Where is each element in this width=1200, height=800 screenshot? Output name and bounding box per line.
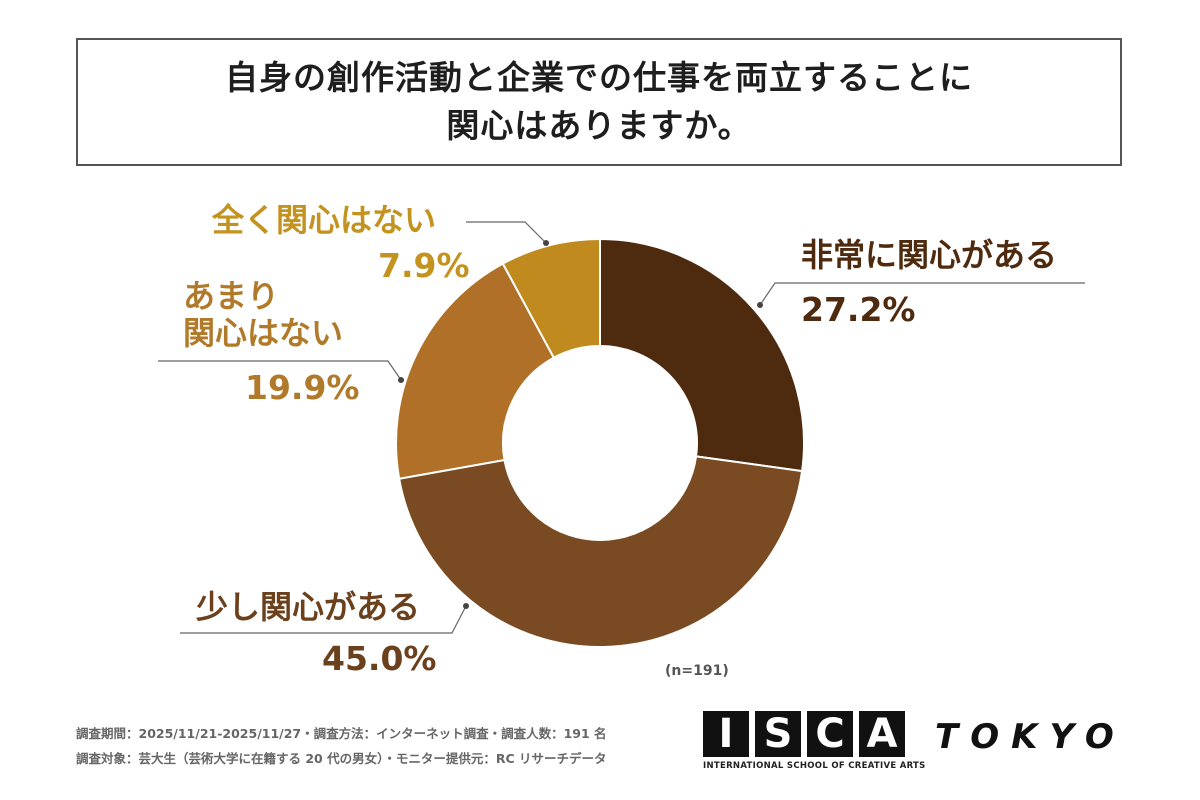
slice-value-not-interested-at-all: 7.9% [378,246,470,285]
chart-title-line-2: 関心はありますか。 [446,106,752,145]
leader-dot-not-interested-at-all [543,240,549,246]
logo-letter-i: I [703,711,749,757]
logo-letter-boxes: I S C A [703,711,911,757]
leader-line-not-interested-at-all [466,221,547,244]
donut-slice-somewhat-interested [397,455,804,648]
leader-line-very-interested [759,282,1085,306]
sample-size-label: (n=191) [665,663,729,679]
leader-dot-somewhat-interested [463,603,469,609]
title-box: 自身の創作活動と企業での仕事を両立することに 関心はありますか。 [76,38,1122,166]
leader-line-somewhat-interested [180,605,467,634]
slice-value-very-interested: 27.2% [801,290,916,329]
donut-slice-not-very-interested [395,262,556,480]
isca-tokyo-logo: I S C A TOKYO INTERNATIONAL SCHOOL OF CR… [703,711,1133,773]
logo-city: TOKYO [935,717,1126,757]
slice-label-not-very-interested: あまり 関心はない [183,278,343,352]
footer-survey-info: 調査期間：2025/11/21-2025/11/27・調査方法：インターネット調… [76,726,607,741]
slice-label-not-interested-at-all: 全く関心はない [212,201,437,239]
donut-slice-very-interested [599,237,805,473]
donut-slice-not-interested-at-all [501,237,601,360]
slice-label-not-very-interested-line-2: 関心はない [183,313,344,352]
slice-label-very-interested: 非常に関心がある [801,236,1058,274]
logo-subtitle: INTERNATIONAL SCHOOL OF CREATIVE ARTS [703,761,926,771]
logo-letter-s: S [755,711,801,757]
chart-title-line-1: 自身の創作活動と企業での仕事を両立することに [225,58,973,98]
logo-letter-c: C [807,711,853,757]
slice-label-somewhat-interested: 少し関心がある [196,588,421,626]
leader-dot-very-interested [757,302,763,308]
leader-line-not-very-interested [158,360,402,381]
leader-dot-not-very-interested [398,377,404,383]
slice-value-not-very-interested: 19.9% [245,368,360,407]
slice-label-not-very-interested-line-1: あまり [183,277,280,315]
logo-letter-a: A [859,711,905,757]
slice-value-somewhat-interested: 45.0% [322,639,437,678]
footer-survey-target: 調査対象：芸大生（芸術大学に在籍する 20 代の男女）・モニター提供元：RC リ… [76,751,607,766]
slice-label-not-very-interested-text: あまり 関心はない [183,278,343,352]
